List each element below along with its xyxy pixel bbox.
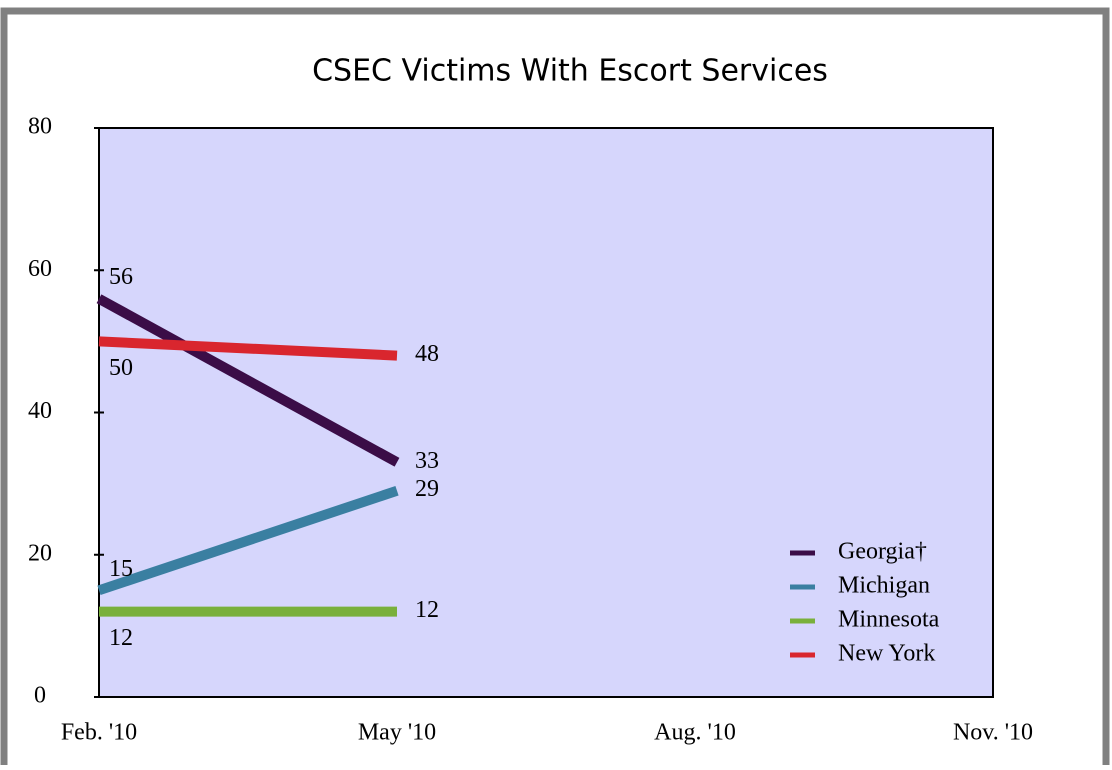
y-tick-label: 40 [28, 398, 52, 424]
legend-label: Minnesota [838, 607, 940, 633]
chart-title: CSEC Victims With Escort Services [312, 54, 828, 89]
legend-label: Michigan [838, 573, 930, 599]
data-label: 48 [415, 341, 439, 367]
data-label: 12 [415, 597, 439, 623]
data-label: 56 [109, 264, 133, 290]
y-tick-label: 0 [34, 683, 46, 709]
y-tick-label: 20 [28, 540, 52, 566]
x-tick-label: Feb. '10 [61, 720, 137, 746]
plot-area [98, 127, 994, 698]
data-label: 33 [415, 448, 439, 474]
y-tick-label: 80 [28, 114, 52, 140]
x-tick-label: Aug. '10 [654, 720, 736, 746]
x-tick-label: May '10 [358, 720, 436, 746]
legend-label: Georgia† [838, 539, 927, 565]
x-tick-label: Nov. '10 [953, 720, 1033, 746]
series-line [96, 294, 400, 467]
data-label: 12 [109, 625, 133, 651]
data-label: 15 [109, 556, 133, 582]
y-tick-label: 60 [28, 256, 52, 282]
series-line [97, 485, 399, 596]
series-line [98, 336, 398, 361]
data-label: 29 [415, 476, 439, 502]
frame [0, 7, 1110, 770]
legend-label: New York [838, 641, 935, 667]
data-label: 50 [109, 355, 133, 381]
